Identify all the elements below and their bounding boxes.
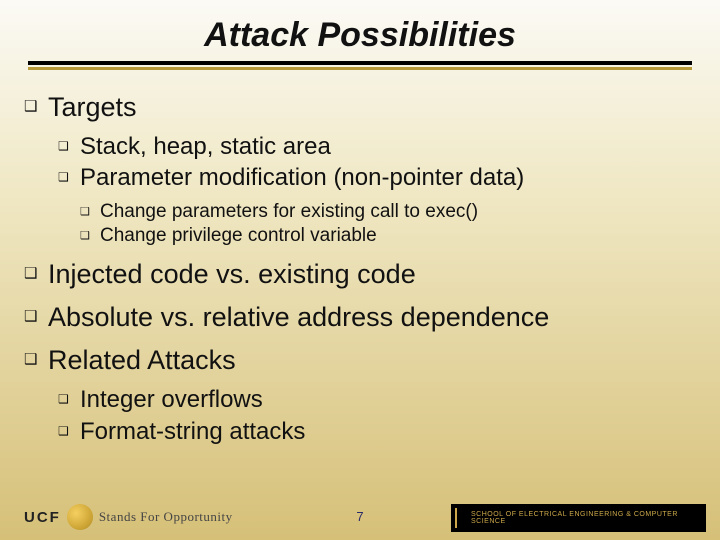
bullet-text: Absolute vs. relative address dependence: [48, 298, 698, 337]
bullet-text: Format-string attacks: [80, 416, 698, 447]
ucf-wordmark: UCF: [24, 509, 61, 526]
bullet-icon: ❑: [58, 384, 80, 408]
bullet-icon: ❑: [58, 416, 80, 440]
bullet-list-level2-b: ❑ Integer overflows ❑ Format-string atta…: [22, 384, 698, 446]
list-item: ❑ Change parameters for existing call to…: [80, 200, 698, 225]
list-item: ❑ Absolute vs. relative address dependen…: [22, 298, 698, 337]
slide-footer: UCF Stands For Opportunity 7 SCHOOL OF E…: [0, 496, 720, 540]
bullet-text: Change parameters for existing call to e…: [100, 200, 698, 225]
bullet-list-level2-a: ❑ Stack, heap, static area ❑ Parameter m…: [22, 131, 698, 193]
bullet-text: Integer overflows: [80, 384, 698, 415]
slide-title: Attack Possibilities: [0, 0, 720, 61]
bullet-icon: ❑: [22, 88, 48, 118]
bullet-icon: ❑: [22, 298, 48, 328]
list-item: ❑ Targets: [22, 88, 698, 127]
ucf-logo-block: UCF Stands For Opportunity: [24, 504, 233, 530]
bullet-text: Change privilege control variable: [100, 224, 698, 249]
ucf-tagline: Stands For Opportunity: [99, 509, 233, 525]
bullet-icon: ❑: [22, 341, 48, 371]
slide-content: ❑ Targets ❑ Stack, heap, static area ❑ P…: [0, 70, 720, 447]
page-number: 7: [356, 509, 363, 524]
list-item: ❑ Format-string attacks: [58, 416, 698, 447]
list-item: ❑ Stack, heap, static area: [58, 131, 698, 162]
department-box: SCHOOL OF ELECTRICAL ENGINEERING & COMPU…: [451, 504, 706, 532]
title-rule: [28, 61, 692, 65]
department-label: SCHOOL OF ELECTRICAL ENGINEERING & COMPU…: [461, 511, 696, 525]
department-accent-bar: [455, 508, 457, 528]
list-item: ❑ Related Attacks: [22, 341, 698, 380]
bullet-icon: ❑: [58, 131, 80, 155]
bullet-list-level1-a: ❑ Targets: [22, 88, 698, 127]
bullet-list-level3: ❑ Change parameters for existing call to…: [22, 200, 698, 249]
bullet-icon: ❑: [80, 200, 100, 219]
bullet-list-level1-b: ❑ Injected code vs. existing code ❑ Abso…: [22, 255, 698, 380]
bullet-text: Related Attacks: [48, 341, 698, 380]
pegasus-seal-icon: [67, 504, 93, 530]
list-item: ❑ Injected code vs. existing code: [22, 255, 698, 294]
bullet-icon: ❑: [22, 255, 48, 285]
bullet-text: Stack, heap, static area: [80, 131, 698, 162]
bullet-text: Targets: [48, 88, 698, 127]
bullet-text: Injected code vs. existing code: [48, 255, 698, 294]
bullet-text: Parameter modification (non-pointer data…: [80, 162, 698, 193]
bullet-icon: ❑: [58, 162, 80, 186]
bullet-icon: ❑: [80, 224, 100, 243]
list-item: ❑ Change privilege control variable: [80, 224, 698, 249]
list-item: ❑ Integer overflows: [58, 384, 698, 415]
list-item: ❑ Parameter modification (non-pointer da…: [58, 162, 698, 193]
